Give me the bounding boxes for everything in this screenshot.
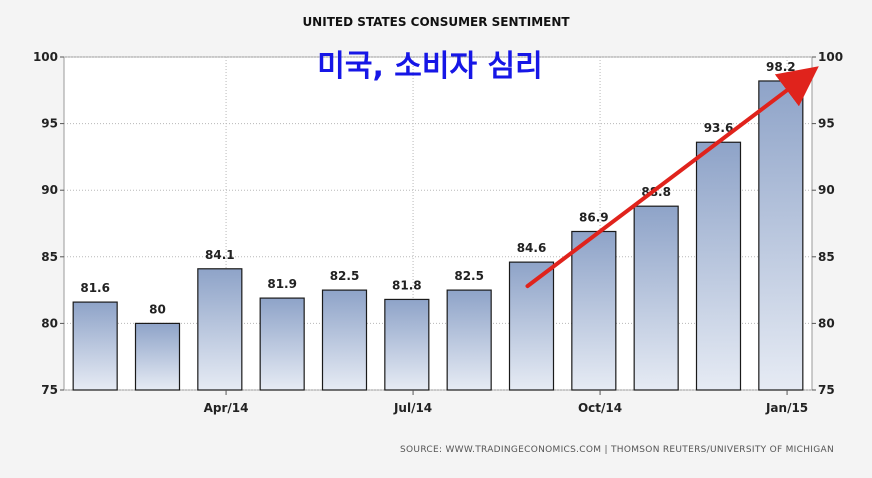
bar: [633, 205, 679, 391]
y-tick-label-left: 95: [41, 117, 58, 131]
bar-value-label: 93.6: [704, 121, 734, 135]
bar-value-label: 84.1: [205, 248, 235, 262]
y-tick-label-right: 95: [818, 117, 835, 131]
y-tick-label-right: 85: [818, 250, 835, 264]
trend-arrow: [525, 66, 819, 289]
bar-value-label: 81.9: [267, 277, 297, 291]
y-tick-label-left: 90: [41, 183, 58, 197]
x-tick-label: Jul/14: [393, 401, 432, 415]
bar: [134, 322, 181, 391]
bar: [695, 141, 742, 391]
y-tick-label-right: 90: [818, 183, 835, 197]
bar-value-label: 80: [149, 302, 166, 316]
bar-value-label: 98.2: [766, 60, 796, 74]
x-tick-label: Apr/14: [204, 401, 249, 415]
bar: [72, 301, 118, 391]
bar: [446, 289, 492, 391]
bar: [384, 298, 430, 391]
bar-value-label: 84.6: [517, 241, 547, 255]
y-tick-label-right: 80: [818, 316, 835, 330]
bar: [571, 230, 617, 391]
trend-arrow-line: [525, 66, 819, 289]
y-tick-label-right: 100: [818, 50, 843, 64]
bar: [321, 289, 368, 391]
bar: [197, 268, 243, 391]
bar-value-label: 81.8: [392, 278, 422, 292]
y-tick-label-left: 80: [41, 316, 58, 330]
bar-value-label: 82.5: [454, 269, 484, 283]
bar-value-label: 82.5: [330, 269, 360, 283]
x-tick-label: Jan/15: [765, 401, 808, 415]
y-tick-label-left: 100: [33, 50, 58, 64]
grid: [63, 56, 813, 391]
x-tick-label: Oct/14: [578, 401, 622, 415]
chart-title: UNITED STATES CONSUMER SENTIMENT: [302, 15, 570, 29]
y-tick-label-left: 75: [41, 383, 58, 397]
bar: [259, 297, 305, 391]
y-tick-label-left: 85: [41, 250, 58, 264]
bar: [508, 261, 555, 391]
bars: [72, 80, 804, 391]
axes: 75 75 80 80 85 85 90 90 95 95 100 100 Apr/14 Jul/14 Oc…: [33, 50, 843, 415]
korean-overlay-title: 미국, 소비자 심리: [317, 49, 543, 84]
plot-area: [63, 56, 813, 391]
source-note: SOURCE: WWW.TRADINGECONOMICS.COM | THOMS…: [400, 445, 834, 455]
y-tick-label-right: 75: [818, 383, 835, 397]
bar: [758, 80, 804, 391]
bar-value-label: 86.9: [579, 210, 609, 224]
bar-value-label: 81.6: [80, 281, 110, 295]
